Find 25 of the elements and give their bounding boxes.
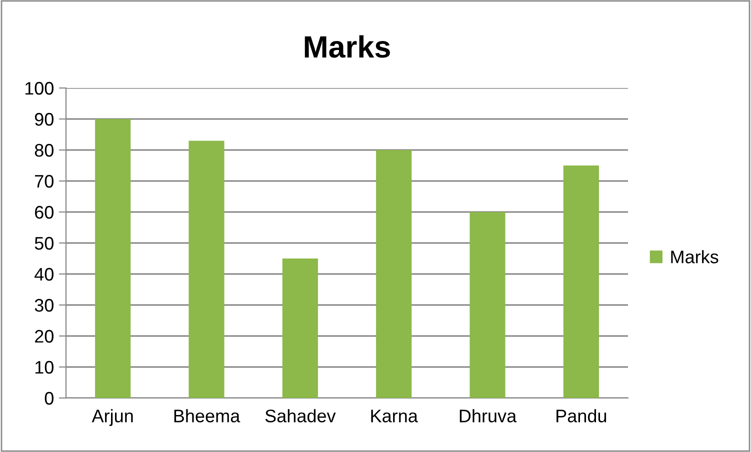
x-tick-label: Dhruva <box>460 409 517 422</box>
x-tick-label: Karna <box>371 410 418 422</box>
y-tick-label: 50 <box>34 236 54 250</box>
x-tick-label: Pandu <box>556 409 606 422</box>
bar <box>563 166 599 398</box>
bar <box>95 119 131 398</box>
x-tick-label: Arjun <box>92 409 133 426</box>
bar <box>470 212 506 398</box>
y-tick-label: 60 <box>35 206 54 219</box>
chart-title: Marks <box>304 35 390 58</box>
legend-label: Marks <box>671 250 718 264</box>
y-tick-label: 40 <box>34 268 54 281</box>
y-tick-label: 0 <box>44 392 54 405</box>
y-tick-label: 100 <box>25 82 54 95</box>
y-tick-label: 10 <box>35 360 54 374</box>
x-tick-label: Sahadev <box>265 409 336 422</box>
y-tick-label: 90 <box>34 112 54 126</box>
x-tick-label: Bheema <box>174 409 240 422</box>
y-tick-label: 80 <box>34 144 54 157</box>
y-tick-label: 70 <box>35 174 54 188</box>
bar <box>282 258 318 398</box>
y-tick-label: 20 <box>35 330 54 343</box>
bar <box>188 140 224 398</box>
bar <box>376 150 412 398</box>
y-tick-label: 30 <box>34 298 54 312</box>
